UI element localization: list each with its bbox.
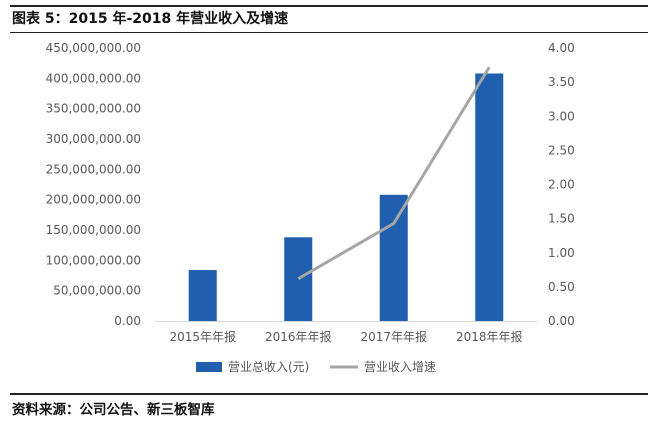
growth-line [297,66,491,280]
category-label: 2015年年报 [169,329,236,344]
right-axis-tick-label: 1.50 [548,212,575,226]
legend-line-label: 营业收入增速 [364,360,436,374]
right-axis-tick-label: 0.50 [548,280,575,294]
source-note: 资料来源：公司公告、新三板智库 [12,402,215,418]
left-axis-tick-label: 0.00 [114,314,141,328]
left-axis-tick-label: 450,000,000.00 [46,41,141,55]
right-axis-tick-label: 2.00 [548,178,575,192]
left-axis-tick-label: 300,000,000.00 [46,132,141,146]
legend-bar-label: 营业总收入(元) [228,360,309,374]
revenue-bar [284,237,313,321]
footer-rule [10,393,648,395]
legend-bar-swatch [196,362,222,372]
right-axis-tick-label: 3.00 [548,109,575,123]
left-axis-tick-label: 250,000,000.00 [46,162,141,176]
left-axis-tick-label: 150,000,000.00 [46,223,141,237]
category-label: 2018年年报 [456,329,523,344]
revenue-bar [188,270,217,321]
figure-title: 图表 5：2015 年-2018 年营业收入及增速 [12,11,289,27]
left-axis-tick-label: 50,000,000.00 [53,284,141,298]
right-axis-tick-label: 3.50 [548,75,575,89]
right-axis-tick-label: 2.50 [548,143,575,157]
header-rule [10,32,648,33]
frame-top-rule [10,5,648,7]
left-axis-tick-label: 200,000,000.00 [46,193,141,207]
left-axis-tick-label: 100,000,000.00 [46,253,141,267]
right-axis-tick-label: 0.00 [548,314,575,328]
right-axis-tick-label: 4.00 [548,41,575,55]
revenue-bar [475,73,504,321]
left-axis-tick-label: 400,000,000.00 [46,71,141,85]
left-axis-tick-label: 350,000,000.00 [46,102,141,116]
revenue-bar [379,194,408,321]
category-label: 2016年年报 [265,329,332,344]
category-label: 2017年年报 [360,329,427,344]
right-axis-tick-label: 1.00 [548,246,575,260]
